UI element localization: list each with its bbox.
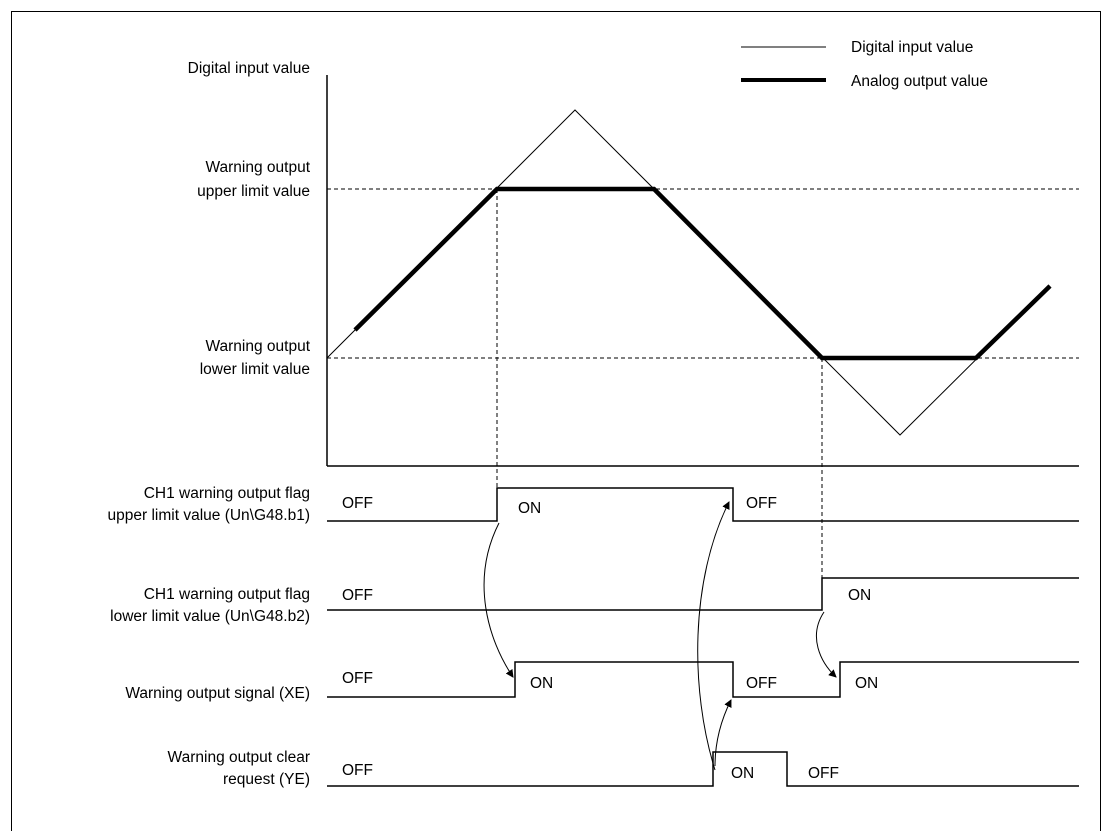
clear-request-waveform <box>327 751 1079 787</box>
lower-flag-waveform <box>327 577 1079 611</box>
upper-flag-waveform <box>327 487 1079 522</box>
legend-analog-output-label: Analog output value <box>851 73 988 90</box>
lower-limit-label-line1: Warning output <box>205 338 310 355</box>
output-signal-label: Warning output signal (XE) <box>125 685 310 702</box>
legend-digital-input-label: Digital input value <box>851 39 973 56</box>
diagram-frame <box>11 11 1101 831</box>
output-signal-state-2: ON <box>530 675 553 692</box>
clear-request-label-line1: Warning output clear <box>168 749 310 766</box>
upper-flag-label-line1: CH1 warning output flag <box>144 485 310 502</box>
arrow-upper-flag-to-output <box>483 522 514 678</box>
arrow-clear-to-output <box>714 699 732 767</box>
output-signal-waveform <box>327 661 1079 698</box>
lower-flag-state-2: ON <box>848 587 871 604</box>
lower-flag-label-line1: CH1 warning output flag <box>144 586 310 603</box>
upper-flag-state-3: OFF <box>746 495 777 512</box>
clear-request-state-3: OFF <box>808 765 839 782</box>
upper-limit-label-line2: upper limit value <box>197 183 310 200</box>
upper-flag-state-2: ON <box>518 500 541 517</box>
output-signal-state-4: ON <box>855 675 878 692</box>
lower-flag-label-line2: lower limit value (Un\G48.b2) <box>110 608 310 625</box>
arrow-clear-to-upper-flag <box>697 501 730 771</box>
clear-request-state-2: ON <box>731 765 754 782</box>
upper-flag-state-1: OFF <box>342 495 373 512</box>
y-axis-title: Digital input value <box>188 60 310 77</box>
output-signal-state-1: OFF <box>342 670 373 687</box>
upper-flag-label-line2: upper limit value (Un\G48.b1) <box>108 507 310 524</box>
clear-request-label-line2: request (YE) <box>223 771 310 788</box>
lower-flag-state-1: OFF <box>342 587 373 604</box>
upper-limit-label-line1: Warning output <box>205 159 310 176</box>
output-signal-state-3: OFF <box>746 675 777 692</box>
analog-output-waveform <box>353 186 1052 361</box>
clear-request-state-1: OFF <box>342 762 373 779</box>
lower-limit-label-line2: lower limit value <box>200 361 310 378</box>
arrow-lower-flag-to-output <box>815 611 837 678</box>
digital-input-waveform <box>326 109 1051 436</box>
